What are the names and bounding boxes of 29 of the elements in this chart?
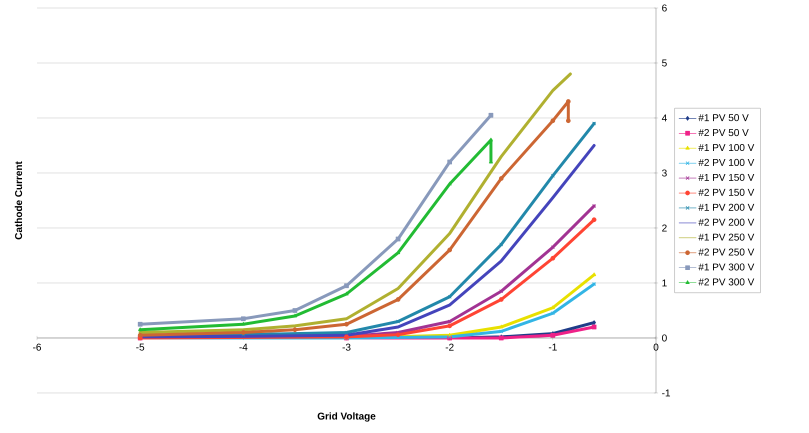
x-tick-label: -2 — [446, 344, 454, 351]
x-tick-label: -1 — [548, 344, 557, 350]
legend-label: #1 PV 200 V — [698, 204, 754, 211]
y-tick-label: 1 — [662, 280, 667, 286]
y-tick-label: 2 — [662, 224, 667, 232]
legend-label: #1 PV 300 V — [698, 263, 754, 271]
x-tick-label: -6 — [33, 344, 42, 351]
y-tick-label: -1 — [662, 390, 670, 396]
legend-label: #2 PV 150 V — [698, 188, 754, 196]
y-tick-label: 5 — [662, 60, 667, 66]
legend-label: #2 PV 300 V — [698, 278, 754, 286]
legend-label: #2 PV 50 V — [698, 129, 749, 136]
legend-label: #2 PV 100 V — [698, 158, 754, 166]
y-tick-label: 3 — [662, 169, 667, 177]
y-tick-label: 4 — [662, 114, 667, 122]
y-axis-title: Cathode Current — [14, 161, 22, 240]
x-tick-label: -4 — [239, 344, 248, 350]
x-tick-label: -3 — [342, 344, 351, 351]
y-tick-label: 6 — [662, 4, 667, 12]
legend-label: #2 PV 200 V — [698, 218, 754, 226]
x-axis-title: Grid Voltage — [318, 412, 376, 422]
x-tick-label: -5 — [136, 344, 144, 351]
legend-label: #1 PV 250 V — [698, 234, 754, 241]
x-tick-label: 0 — [654, 344, 658, 351]
legend-label: #1 PV 100 V — [698, 144, 754, 152]
legend-label: #1 PV 50 V — [698, 114, 749, 122]
legend-label: #2 PV 250 V — [698, 248, 754, 256]
y-tick-label: 0 — [662, 334, 667, 342]
legend-label: #1 PV 150 V — [698, 174, 754, 181]
